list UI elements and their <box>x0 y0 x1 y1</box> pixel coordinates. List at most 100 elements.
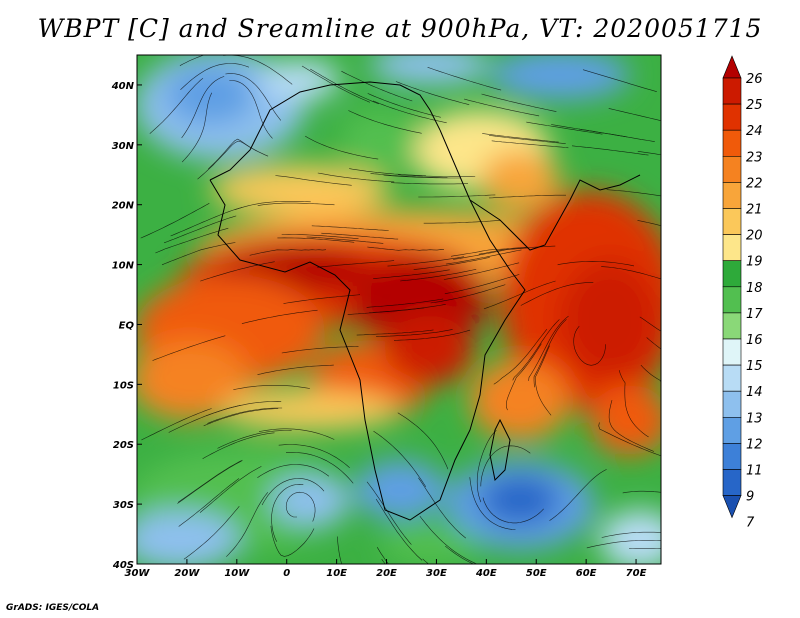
colorbar-label: 25 <box>746 98 763 113</box>
streamline <box>178 459 243 503</box>
lon-tick-label: 60E <box>576 568 597 579</box>
streamline <box>257 464 330 479</box>
streamline <box>257 202 335 206</box>
streamline <box>398 174 476 177</box>
streamline <box>366 298 444 308</box>
streamline <box>639 316 661 332</box>
streamline <box>257 364 334 375</box>
colorbar-label: 15 <box>746 359 763 374</box>
streamline <box>418 194 496 198</box>
streamline <box>534 345 552 416</box>
streamline <box>229 80 273 139</box>
colorbar-label: 7 <box>746 516 755 531</box>
colorbar-label: 22 <box>746 176 763 191</box>
streamline <box>281 234 359 239</box>
colorbar-label: 12 <box>746 437 763 452</box>
colorbar-swatch <box>722 182 742 209</box>
streamline <box>483 280 556 310</box>
colorbar-label: 19 <box>746 255 763 270</box>
streamline <box>551 124 628 138</box>
streamline <box>203 408 279 427</box>
colorbar-label: 16 <box>746 333 763 348</box>
lon-tick-label: 50E <box>526 568 547 579</box>
streamline <box>608 108 661 121</box>
colorbar-label: 14 <box>746 385 763 400</box>
streamline <box>443 262 520 280</box>
streamline <box>489 135 566 144</box>
latitude-axis: 40N 30N 20N 10N EQ 10S 20S 30S 40S <box>111 81 142 571</box>
streamline <box>381 559 386 564</box>
streamline <box>622 490 661 494</box>
streamline <box>208 138 269 170</box>
lat-tick-label: EQ <box>119 320 135 331</box>
streamline <box>305 135 379 160</box>
streamline <box>528 315 569 381</box>
colorbar-swatch <box>722 260 742 288</box>
streamline <box>640 364 661 383</box>
streamline <box>152 335 226 361</box>
streamline <box>207 407 283 424</box>
streamlines <box>140 55 661 564</box>
streamline <box>234 201 311 211</box>
streamline <box>397 412 449 470</box>
streamline <box>367 246 445 251</box>
streamline <box>573 325 606 366</box>
colorbar-swatch <box>722 103 742 131</box>
streamline <box>463 98 540 117</box>
streamline <box>275 175 352 186</box>
streamline <box>376 329 453 337</box>
streamline <box>181 76 225 139</box>
streamline <box>183 506 240 560</box>
streamline <box>637 220 661 227</box>
streamline <box>549 469 607 521</box>
streamline <box>163 215 237 244</box>
streamline <box>149 77 204 134</box>
colorbar-bottom-arrow <box>722 495 742 519</box>
streamline <box>395 81 470 105</box>
streamline <box>582 69 657 92</box>
streamline <box>170 207 243 237</box>
streamline <box>178 478 240 527</box>
longitude-axis: 30W 20W 10W 0 10E 20E 30E 40E 50E 60E 70E <box>125 559 647 579</box>
lon-tick-label: 0 <box>283 568 290 579</box>
lat-tick-label: 20S <box>113 440 134 451</box>
lat-tick-label: 10N <box>112 261 135 272</box>
colorbar-swatch <box>722 286 742 314</box>
streamline <box>285 491 316 522</box>
colorbar-swatch <box>722 208 742 235</box>
coastlines <box>209 81 641 521</box>
streamline <box>261 478 325 506</box>
streamline <box>482 133 559 143</box>
lon-tick-label: 20E <box>376 568 397 579</box>
streamline <box>217 430 292 449</box>
streamline <box>347 307 425 315</box>
streamline <box>601 531 661 538</box>
colorbar-label: 20 <box>746 229 763 244</box>
colorbar-label: 9 <box>746 490 754 505</box>
streamline <box>526 121 603 135</box>
streamline <box>199 466 262 513</box>
streamline <box>520 282 594 306</box>
streamline <box>258 428 335 440</box>
lon-tick-label: 40E <box>475 568 497 579</box>
streamline <box>321 232 399 240</box>
streamline <box>249 249 327 256</box>
streamline <box>476 430 497 503</box>
lat-tick-label: 40S <box>112 560 134 571</box>
streamline <box>341 70 413 102</box>
streamline <box>480 445 531 487</box>
lon-tick-label: 30W <box>125 568 151 579</box>
streamline <box>445 249 522 265</box>
streamline <box>512 319 560 381</box>
streamline <box>400 269 477 282</box>
streamline <box>141 408 212 441</box>
lat-tick-label: 40N <box>111 81 135 92</box>
lon-tick-label: 70E <box>626 568 647 579</box>
streamline <box>281 346 359 354</box>
streamline <box>283 294 361 304</box>
streamline <box>423 220 501 224</box>
streamline <box>310 68 379 105</box>
lon-tick-label: 20W <box>174 568 200 579</box>
streamline <box>205 400 282 417</box>
streamline <box>491 140 569 149</box>
